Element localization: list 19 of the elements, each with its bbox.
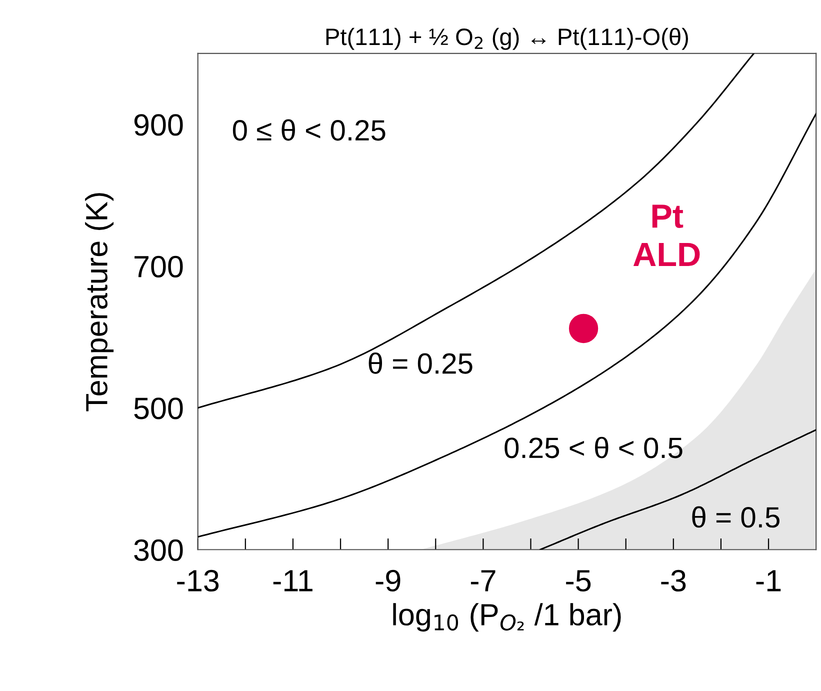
y-tick-label: 900 — [134, 114, 183, 136]
y-axis-title: Temperature (K) — [85, 193, 114, 412]
x-tick-label: -9 — [376, 570, 400, 592]
annotation: 0.25 < θ < 0.5 — [504, 436, 682, 458]
y-tick-label: 500 — [134, 398, 183, 420]
x-tick-label: -11 — [273, 570, 312, 592]
x-tick-label: -5 — [566, 570, 591, 592]
annotation: θ = 0.25 — [368, 352, 472, 374]
y-tick-label: 700 — [134, 256, 183, 278]
x-tick-label: -3 — [661, 570, 686, 592]
y-tick-label: 300 — [134, 539, 183, 561]
chart-title: Pt(111) + ½ O$_{2}$ (g) ↔ Pt(111)-O(θ) — [326, 28, 688, 50]
x-tick-label: -1 — [756, 570, 781, 592]
annotation: θ = 0.5 — [692, 506, 780, 528]
x-tick-label: -7 — [470, 570, 496, 592]
series-label: Pt ALD — [633, 204, 700, 266]
x-tick-label: -13 — [177, 570, 219, 592]
x-axis-title: log$_{10}$ (P$_{O₂}$ /1 bar) — [393, 603, 621, 632]
annotation: 0 ≤ θ < 0.25 — [232, 119, 386, 141]
